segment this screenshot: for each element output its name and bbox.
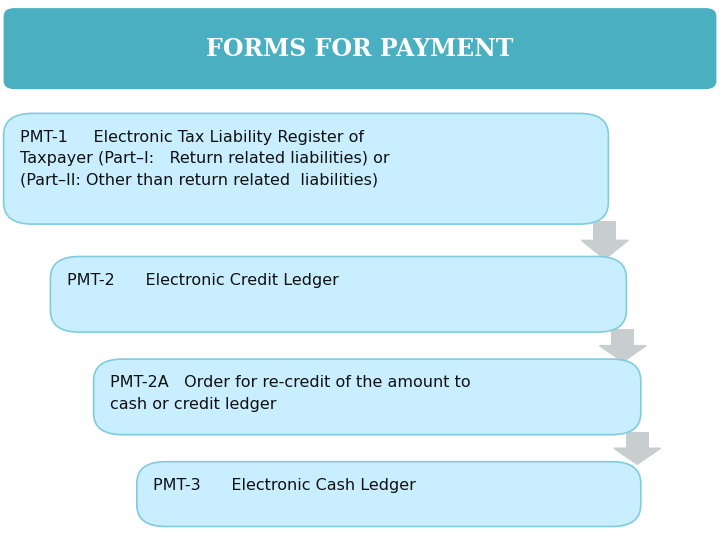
- FancyBboxPatch shape: [94, 359, 641, 435]
- Text: PMT-3      Electronic Cash Ledger: PMT-3 Electronic Cash Ledger: [153, 478, 416, 493]
- FancyBboxPatch shape: [4, 113, 608, 224]
- Text: FORMS FOR PAYMENT: FORMS FOR PAYMENT: [207, 37, 513, 60]
- FancyBboxPatch shape: [137, 462, 641, 526]
- FancyBboxPatch shape: [50, 256, 626, 332]
- Text: PMT-1     Electronic Tax Liability Register of
Taxpayer (Part–I:   Return relate: PMT-1 Electronic Tax Liability Register …: [20, 130, 390, 188]
- Text: PMT-2A   Order for re-credit of the amount to
cash or credit ledger: PMT-2A Order for re-credit of the amount…: [110, 375, 471, 412]
- FancyBboxPatch shape: [4, 8, 716, 89]
- FancyBboxPatch shape: [593, 221, 616, 240]
- Text: PMT-2      Electronic Credit Ledger: PMT-2 Electronic Credit Ledger: [67, 273, 339, 288]
- Polygon shape: [582, 240, 628, 259]
- Polygon shape: [599, 346, 647, 362]
- FancyBboxPatch shape: [626, 432, 649, 448]
- Polygon shape: [614, 448, 661, 464]
- FancyBboxPatch shape: [611, 329, 634, 346]
